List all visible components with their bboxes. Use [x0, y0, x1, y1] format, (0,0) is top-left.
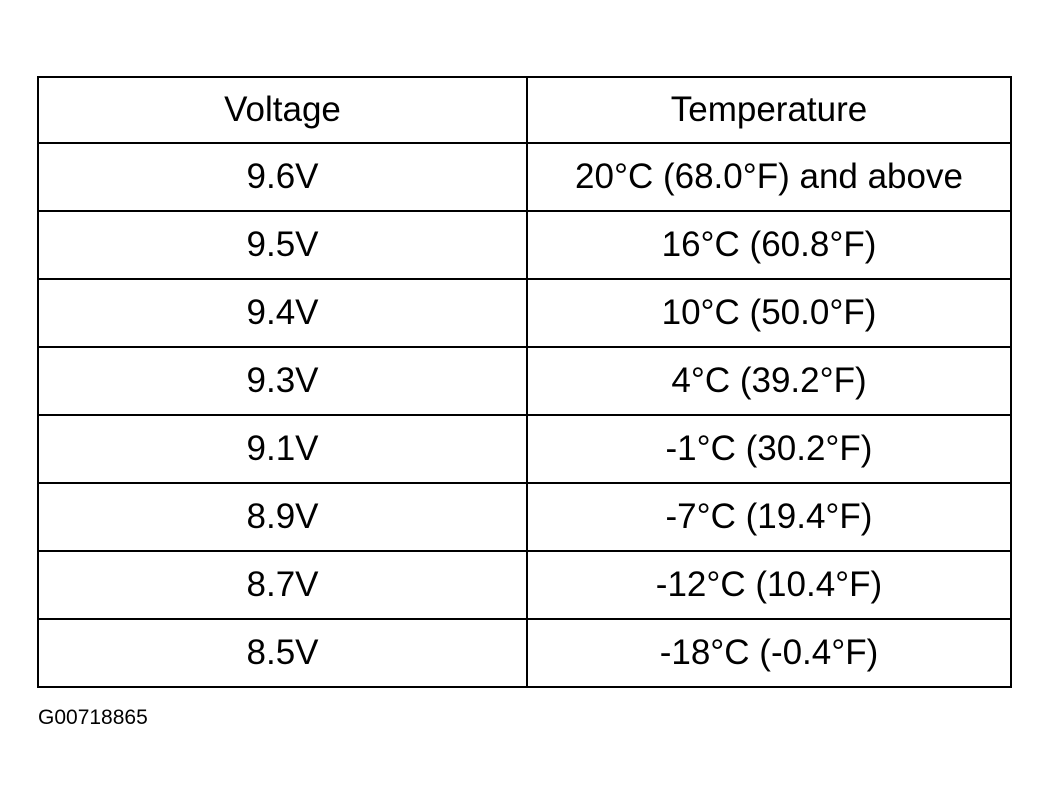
temperature-cell: -12°C (10.4°F) [526, 550, 1012, 620]
voltage-cell: 8.9V [37, 482, 528, 552]
temperature-cell: 4°C (39.2°F) [526, 346, 1012, 416]
table-row: 9.3V 4°C (39.2°F) [37, 346, 1012, 416]
temperature-cell: 20°C (68.0°F) and above [526, 142, 1012, 212]
table-head: Voltage Temperature [37, 76, 1012, 144]
table-body: 9.6V 20°C (68.0°F) and above 9.5V 16°C (60.… [37, 142, 1012, 688]
table-row: 8.5V -18°C (-0.4°F) [37, 618, 1012, 688]
voltage-cell: 9.3V [37, 346, 528, 416]
table-row: 9.5V 16°C (60.8°F) [37, 210, 1012, 280]
table-row: 9.1V -1°C (30.2°F) [37, 414, 1012, 484]
header-row: Voltage Temperature [37, 76, 1012, 144]
figure-id: G00718865 [38, 706, 148, 729]
temperature-cell: -18°C (-0.4°F) [526, 618, 1012, 688]
voltage-cell: 9.6V [37, 142, 528, 212]
temperature-cell: 10°C (50.0°F) [526, 278, 1012, 348]
temperature-cell: 16°C (60.8°F) [526, 210, 1012, 280]
header-cell: Voltage [37, 76, 528, 144]
voltage-cell: 9.4V [37, 278, 528, 348]
temperature-cell: -7°C (19.4°F) [526, 482, 1012, 552]
voltage-cell: 9.5V [37, 210, 528, 280]
table-row: 9.6V 20°C (68.0°F) and above [37, 142, 1012, 212]
table-row: 9.4V 10°C (50.0°F) [37, 278, 1012, 348]
voltage-cell: 8.5V [37, 618, 528, 688]
temperature-cell: -1°C (30.2°F) [526, 414, 1012, 484]
header-cell: Temperature [526, 76, 1012, 144]
voltage-cell: 9.1V [37, 414, 528, 484]
voltage-cell: 8.7V [37, 550, 528, 620]
voltage-table: Voltage Temperature 9.6V 20°C (68.0°F) an… [37, 76, 1012, 688]
table-row: 8.9V -7°C (19.4°F) [37, 482, 1012, 552]
table-row: 8.7V -12°C (10.4°F) [37, 550, 1012, 620]
